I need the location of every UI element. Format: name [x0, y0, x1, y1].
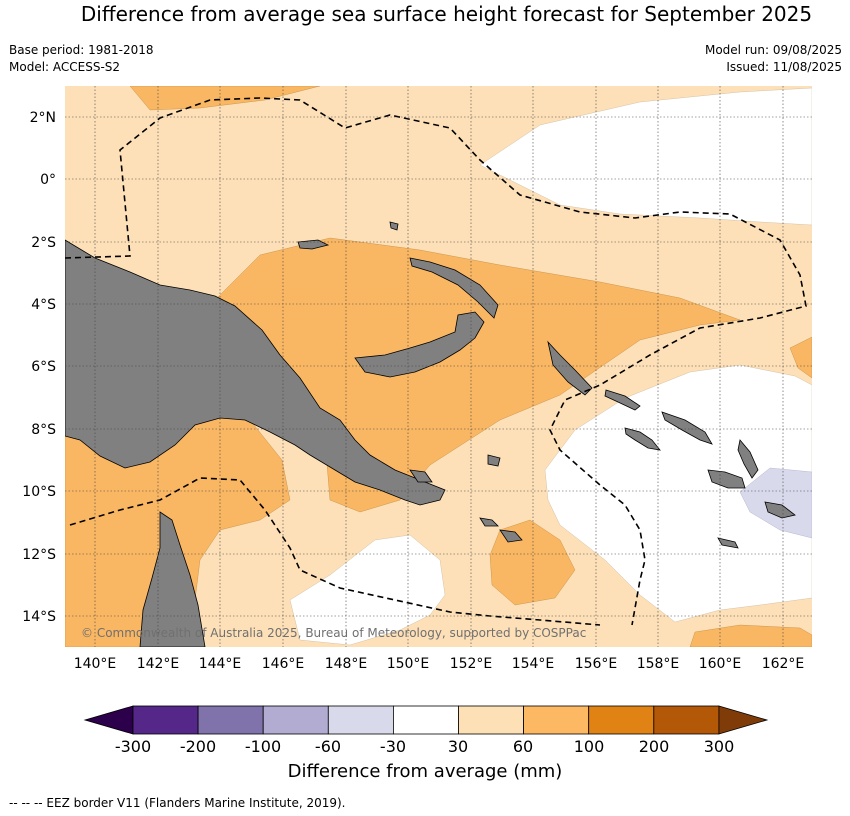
colorbar-arrow-left: [83, 705, 134, 735]
band-60-100-east: [789, 336, 812, 379]
model-run: Model run: 09/08/2025: [704, 43, 842, 57]
land-new-guinea: [65, 239, 446, 506]
island-choiseul: [604, 389, 641, 411]
lat-tick-12s: 12°S: [22, 547, 56, 563]
lat-tick-14s: 14°S: [22, 609, 56, 625]
lat-tick-2s: 2°S: [31, 235, 56, 251]
island-rennell: [717, 537, 739, 549]
lon-tick-150: 150°E: [387, 656, 430, 672]
lon-tick-162: 162°E: [762, 656, 805, 672]
colorbar-segment: [132, 705, 199, 735]
colorbar-segment: [523, 705, 590, 735]
cbar-label-minus100: -100: [245, 737, 281, 756]
island-santa-isabel: [661, 411, 713, 445]
lon-tick-158: 158°E: [637, 656, 680, 672]
eez-legend-note: -- -- -- EEZ border V11 (Flanders Marine…: [9, 796, 346, 810]
eez-border-south: [69, 477, 601, 626]
meta-right: Model run: 09/08/2025 Issued: 11/08/2025: [705, 42, 842, 76]
lat-tick-4s: 4°S: [31, 297, 56, 313]
map-title: Difference from average sea surface heig…: [80, 2, 813, 26]
colorbar-segment: [588, 705, 655, 735]
lat-ticks: 2°N 0° 2°S 4°S 6°S 8°S 10°S 12°S 14°S: [22, 110, 56, 625]
lon-tick-142: 142°E: [137, 656, 180, 672]
eez-border-north: [65, 97, 807, 626]
colorbar-arrow-right: [718, 705, 769, 735]
lat-tick-6s: 6°S: [31, 359, 56, 375]
island-makira: [764, 501, 796, 519]
colorbar-segment: [197, 705, 264, 735]
cbar-label-30: 30: [448, 737, 468, 756]
island-small-b: [487, 454, 501, 467]
lon-tick-160: 160°E: [699, 656, 742, 672]
lon-tick-146: 146°E: [262, 656, 305, 672]
island-dentrecasteaux: [409, 469, 433, 483]
colorbar: [83, 705, 769, 735]
band-neutral-north: [479, 87, 812, 226]
meta-left: Base period: 1981-2018 Model: ACCESS-S2: [9, 42, 154, 76]
lat-tick-0: 0°: [40, 172, 56, 188]
band-60-100-top: [129, 86, 321, 111]
land-cape-york: [139, 511, 206, 647]
island-malaita: [737, 439, 759, 479]
lon-tick-140: 140°E: [74, 656, 117, 672]
cbar-label-300: 300: [704, 737, 735, 756]
lon-tick-144: 144°E: [199, 656, 242, 672]
island-guadalcanal: [707, 469, 746, 489]
lat-tick-2n: 2°N: [30, 110, 56, 126]
colorbar-segment: [392, 705, 459, 735]
colorbar-segment: [327, 705, 394, 735]
island-bougainville: [547, 340, 593, 396]
island-new-ireland: [409, 257, 499, 319]
lon-tick-156: 156°E: [575, 656, 618, 672]
colorbar-segment: [458, 705, 524, 735]
lon-tick-154: 154°E: [512, 656, 555, 672]
lat-tick-8s: 8°S: [31, 422, 56, 438]
island-woodlark: [499, 529, 523, 543]
colorbar-title: Difference from average (mm): [287, 761, 563, 782]
island-new-britain: [354, 311, 485, 378]
colorbar-segment: [653, 705, 720, 735]
cbar-label-minus30: -30: [380, 737, 406, 756]
base-period: Base period: 1981-2018: [9, 43, 154, 57]
cbar-label-60: 60: [513, 737, 533, 756]
copyright-notice: © Commonwealth of Australia 2025, Bureau…: [81, 626, 586, 640]
island-small-a: [389, 221, 399, 231]
graticule: [65, 86, 812, 647]
band-neutral-south: [289, 534, 446, 646]
issued-date: Issued: 11/08/2025: [726, 60, 842, 74]
model-name: Model: ACCESS-S2: [9, 60, 121, 74]
map-area: © Commonwealth of Australia 2025, Bureau…: [65, 86, 812, 647]
island-louisiade: [479, 517, 499, 527]
cbar-label-200: 200: [639, 737, 670, 756]
lon-ticks: 140°E 142°E 144°E 146°E 148°E 150°E 152°…: [74, 656, 805, 672]
band-60-100-southeast: [689, 624, 812, 647]
cbar-label-minus200: -200: [180, 737, 216, 756]
lon-tick-148: 148°E: [325, 656, 368, 672]
lon-tick-152: 152°E: [450, 656, 493, 672]
colorbar-labels: -300 -200 -100 -60 -30 30 60 100 200 300: [115, 737, 734, 756]
cbar-label-minus60: -60: [315, 737, 341, 756]
band-minus60-minus30: [739, 467, 812, 539]
cbar-label-minus300: -300: [115, 737, 151, 756]
cbar-label-100: 100: [574, 737, 605, 756]
island-new-georgia: [624, 427, 661, 451]
lat-tick-10s: 10°S: [22, 484, 56, 500]
colorbar-segment: [262, 705, 329, 735]
